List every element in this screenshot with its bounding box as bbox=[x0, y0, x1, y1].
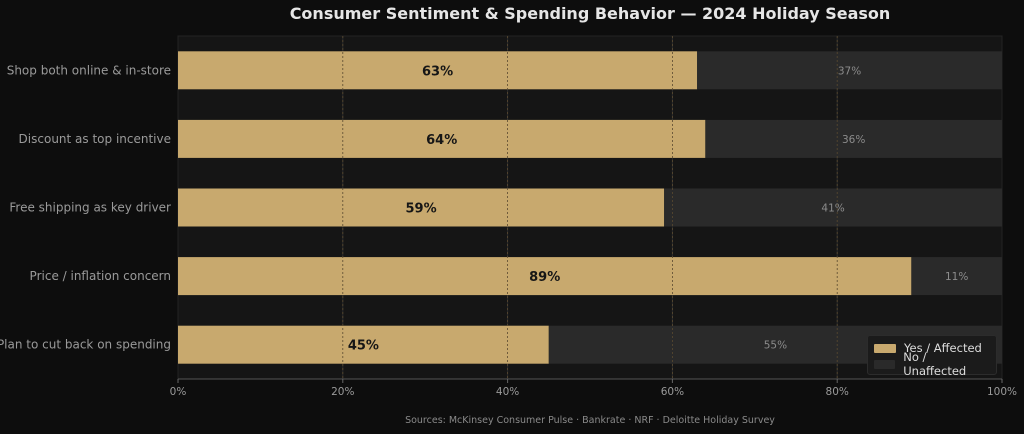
bar-no-0 bbox=[697, 51, 1002, 90]
category-label-0: Shop both online & in-store bbox=[7, 63, 171, 77]
value-label-no-3: 11% bbox=[945, 271, 968, 283]
value-label-no-2: 41% bbox=[821, 203, 844, 215]
x-tick-label-1: 20% bbox=[331, 386, 354, 398]
legend-item-yes: Yes / Affected bbox=[874, 340, 990, 356]
chart-legend: Yes / Affected No / Unaffected bbox=[867, 335, 997, 378]
legend-label-yes: Yes / Affected bbox=[904, 341, 982, 355]
x-tick-label-0: 0% bbox=[170, 386, 187, 398]
source-note: Sources: McKinsey Consumer Pulse · Bankr… bbox=[405, 415, 775, 426]
value-label-yes-4: 45% bbox=[348, 339, 379, 354]
category-label-4: Plan to cut back on spending bbox=[0, 338, 171, 352]
value-label-no-1: 36% bbox=[842, 134, 865, 146]
bar-yes-3 bbox=[178, 257, 912, 296]
x-tick-label-5: 100% bbox=[987, 386, 1017, 398]
legend-label-no: No / Unaffected bbox=[903, 350, 967, 378]
bar-yes-1 bbox=[178, 119, 706, 158]
category-label-2: Free shipping as key driver bbox=[9, 201, 171, 215]
category-label-3: Price / inflation concern bbox=[30, 269, 171, 283]
legend-item-no: No / Unaffected bbox=[874, 350, 990, 378]
value-label-yes-0: 63% bbox=[422, 64, 453, 79]
value-label-yes-2: 59% bbox=[406, 202, 437, 217]
value-label-no-0: 37% bbox=[838, 65, 861, 77]
chart-title: Consumer Sentiment & Spending Behavior —… bbox=[289, 4, 891, 23]
x-tick-label-2: 40% bbox=[496, 386, 519, 398]
x-tick-label-4: 80% bbox=[826, 386, 849, 398]
legend-swatch-yes bbox=[874, 343, 896, 353]
legend-swatch-no bbox=[874, 359, 896, 369]
value-label-yes-3: 89% bbox=[529, 270, 560, 285]
category-label-1: Discount as top incentive bbox=[19, 132, 171, 146]
bar-no-3 bbox=[911, 257, 1002, 296]
bar-yes-0 bbox=[178, 51, 698, 90]
bar-no-1 bbox=[705, 119, 1002, 158]
bar-no-2 bbox=[664, 188, 1002, 227]
x-tick-label-3: 60% bbox=[661, 386, 684, 398]
value-label-yes-1: 64% bbox=[426, 133, 457, 148]
bar-yes-4 bbox=[178, 325, 549, 364]
value-label-no-4: 55% bbox=[764, 340, 787, 352]
bar-yes-2 bbox=[178, 188, 665, 227]
